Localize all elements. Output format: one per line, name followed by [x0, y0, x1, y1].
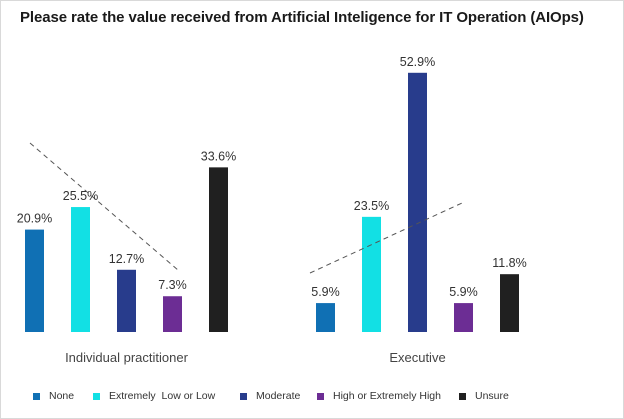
category-label-individual-practitioner: Individual practitioner — [65, 350, 189, 365]
trendline-executive — [309, 202, 463, 274]
data-label-executive-moderate: 52.9% — [400, 55, 435, 69]
chart-title: Please rate the value received from Arti… — [20, 9, 584, 26]
legend-item-none: None — [33, 390, 74, 402]
bar-individual-practitioner-unsure — [209, 167, 228, 332]
trendlines-layer — [29, 142, 463, 274]
category-labels-layer: Individual practitioner Executive — [65, 350, 446, 365]
legend-label: High or Extremely High — [333, 390, 441, 402]
legend-item-unsure: Unsure — [459, 390, 509, 402]
legend-swatch — [93, 392, 100, 400]
category-label-executive: Executive — [389, 350, 445, 365]
bar-executive-unsure — [500, 274, 519, 332]
bar-chart: 20.9% 25.5% 12.7% 7.3% 33.6% 5.9% 23.5% 52.9% 5.… — [17, 55, 527, 365]
legend-item-extremely-low-or-low: Extremely Low or Low — [93, 390, 215, 402]
data-label-individual-practitioner-high-or-extremely-high: 7.3% — [158, 278, 187, 292]
legend-label: Moderate — [256, 390, 301, 402]
data-label-individual-practitioner-extremely-low-or-low: 25.5% — [63, 189, 98, 203]
data-label-executive-high-or-extremely-high: 5.9% — [449, 285, 478, 299]
bar-individual-practitioner-high-or-extremely-high — [163, 296, 182, 332]
data-label-executive-unsure: 11.8% — [492, 256, 527, 270]
legend: None Extremely Low or Low Moderate High or … — [0, 390, 624, 408]
bar-individual-practitioner-moderate — [117, 269, 136, 332]
legend-item-high-or-extremely-high: High or Extremely High — [317, 390, 441, 402]
bar-executive-extremely-low-or-low — [362, 216, 381, 332]
bar-executive-moderate — [408, 72, 427, 332]
legend-label: None — [49, 390, 75, 402]
bar-executive-none — [316, 303, 335, 332]
legend-swatch — [240, 392, 247, 400]
data-label-individual-practitioner-none: 20.9% — [17, 212, 52, 226]
trendline-individual-practitioner — [29, 142, 179, 271]
bar-executive-high-or-extremely-high — [454, 303, 473, 332]
legend-label: Extremely Low or Low — [109, 390, 216, 402]
legend-item-moderate: Moderate — [240, 390, 300, 402]
bar-individual-practitioner-none — [25, 229, 44, 332]
bars-layer — [25, 72, 519, 332]
legend-swatch — [317, 392, 324, 400]
data-labels-layer: 20.9% 25.5% 12.7% 7.3% 33.6% 5.9% 23.5% 52.9% 5.… — [17, 55, 527, 299]
bar-individual-practitioner-extremely-low-or-low — [71, 207, 90, 332]
data-label-individual-practitioner-moderate: 12.7% — [109, 252, 144, 266]
data-label-individual-practitioner-unsure: 33.6% — [201, 149, 236, 163]
legend-label: Unsure — [475, 390, 509, 402]
data-label-executive-none: 5.9% — [311, 285, 340, 299]
data-label-executive-extremely-low-or-low: 23.5% — [354, 199, 389, 213]
legend-swatch — [33, 392, 40, 400]
legend-swatch — [459, 392, 466, 400]
